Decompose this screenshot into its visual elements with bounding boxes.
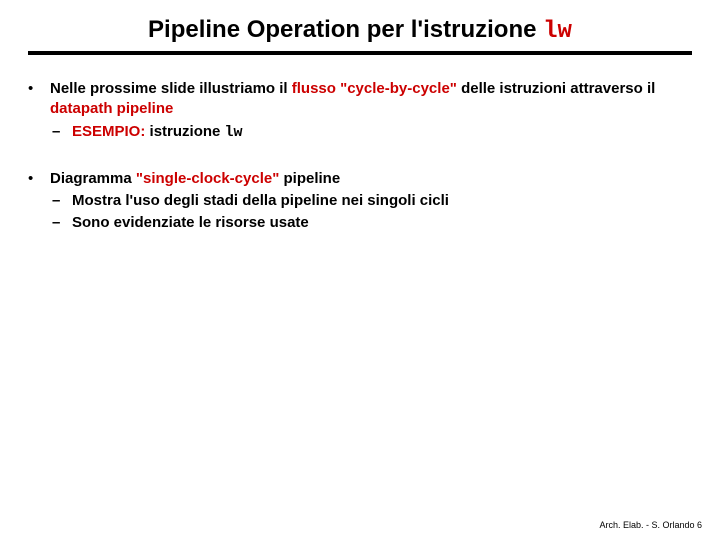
bullet-group: •Nelle prossime slide illustriamo il flu… (28, 79, 692, 143)
slide-footer: Arch. Elab. - S. Orlando 6 (599, 520, 702, 530)
sub-bullet-row: –ESEMPIO: istruzione lw (28, 122, 692, 143)
bullet-mark: • (28, 79, 50, 120)
text-run: Diagramma (50, 170, 136, 187)
text-run: delle istruzioni attraverso il (457, 80, 655, 97)
text-run: Sono evidenziate le risorse usate (72, 214, 309, 231)
slide-content: •Nelle prossime slide illustriamo il flu… (28, 79, 692, 234)
sub-bullet-text: Sono evidenziate le risorse usate (72, 213, 692, 233)
sub-bullet-row: –Mostra l'uso degli stadi della pipeline… (28, 191, 692, 211)
text-emphasis: ESEMPIO: (72, 123, 145, 140)
text-emphasis: "single-clock-cycle" (136, 170, 279, 187)
slide-title-row: Pipeline Operation per l'istruzione lw (28, 16, 692, 45)
text-run: Mostra l'uso degli stadi della pipeline … (72, 192, 449, 209)
sub-bullet-text: Mostra l'uso degli stadi della pipeline … (72, 191, 692, 211)
sub-bullet-row: –Sono evidenziate le risorse usate (28, 213, 692, 233)
text-run: pipeline (279, 170, 340, 187)
bullet-row: •Nelle prossime slide illustriamo il flu… (28, 79, 692, 120)
text-run: istruzione (145, 123, 224, 140)
bullet-text: Nelle prossime slide illustriamo il flus… (50, 79, 692, 120)
text-emphasis: flusso "cycle-by-cycle" (292, 80, 457, 97)
bullet-row: •Diagramma "single-clock-cycle" pipeline (28, 169, 692, 189)
title-rule (28, 51, 692, 55)
sub-bullet-mark: – (52, 122, 72, 143)
slide-title-code: lw (543, 18, 572, 45)
slide-title: Pipeline Operation per l'istruzione (148, 16, 543, 43)
bullet-text: Diagramma "single-clock-cycle" pipeline (50, 169, 692, 189)
text-run: Nelle prossime slide illustriamo il (50, 80, 292, 97)
text-code: lw (225, 124, 243, 141)
sub-bullet-mark: – (52, 213, 72, 233)
text-emphasis: datapath pipeline (50, 100, 173, 117)
sub-bullet-mark: – (52, 191, 72, 211)
bullet-mark: • (28, 169, 50, 189)
bullet-group: •Diagramma "single-clock-cycle" pipeline… (28, 169, 692, 234)
sub-bullet-text: ESEMPIO: istruzione lw (72, 122, 692, 143)
slide: Pipeline Operation per l'istruzione lw •… (0, 0, 720, 540)
